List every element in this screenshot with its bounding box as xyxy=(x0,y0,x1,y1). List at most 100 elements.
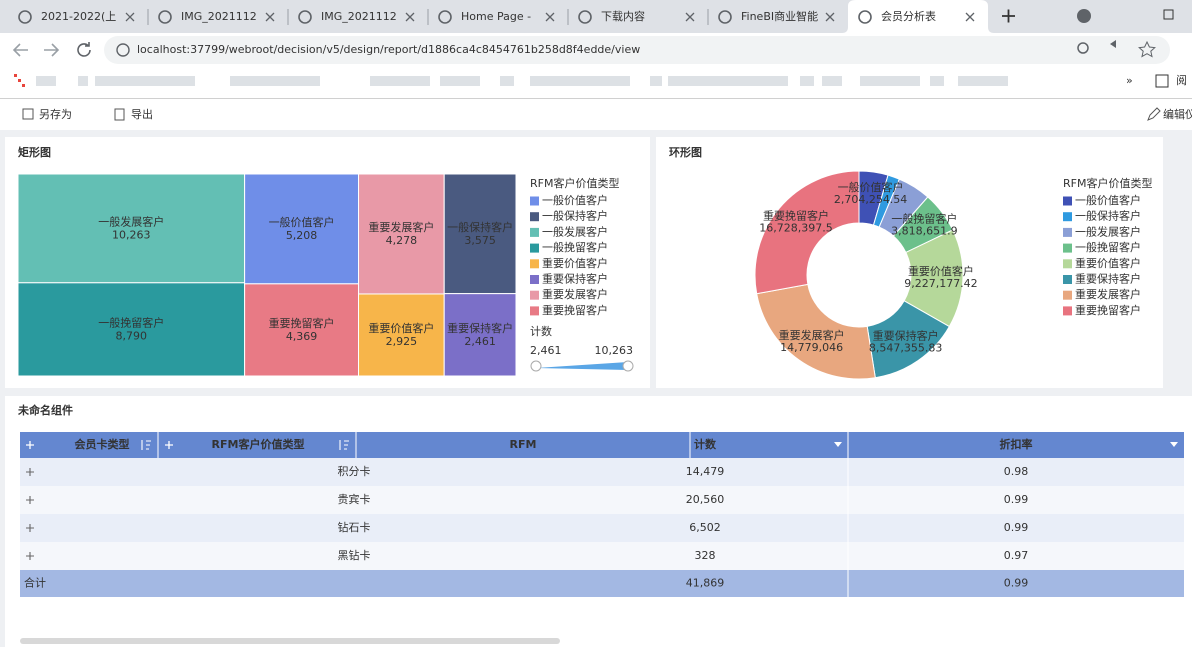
legend-swatch[interactable] xyxy=(1063,290,1072,300)
reading-list[interactable]: 阅 xyxy=(1176,74,1187,87)
blurred-bookmark[interactable] xyxy=(668,76,788,86)
treemap-cell[interactable] xyxy=(358,293,445,377)
legend-swatch[interactable] xyxy=(1063,212,1072,222)
legend-swatch[interactable] xyxy=(530,259,539,269)
legend-label[interactable]: 重要保持客户 xyxy=(542,272,608,286)
legend-swatch[interactable] xyxy=(1063,306,1072,316)
tab-title[interactable]: 会员分析表 xyxy=(881,9,936,23)
legend-label[interactable]: 一般挽留客户 xyxy=(1075,240,1141,254)
bookmark-star[interactable] xyxy=(1138,40,1156,58)
export-icon[interactable] xyxy=(114,108,125,121)
treemap-cell[interactable] xyxy=(17,173,246,284)
tab-close[interactable] xyxy=(685,12,695,22)
export[interactable]: 导出 xyxy=(131,107,153,121)
blurred-bookmark[interactable] xyxy=(800,76,814,86)
expand-icon[interactable] xyxy=(26,441,34,449)
site-info[interactable] xyxy=(116,43,130,57)
tab-close[interactable] xyxy=(265,12,275,22)
scale-handle[interactable] xyxy=(622,360,634,372)
reading-list-icon[interactable] xyxy=(1155,74,1169,88)
legend-label[interactable]: 一般保持客户 xyxy=(1075,209,1141,223)
forward[interactable] xyxy=(44,43,60,57)
tab-title[interactable]: 下载内容 xyxy=(601,9,645,23)
legend-swatch[interactable] xyxy=(1063,259,1072,269)
legend-label[interactable]: 一般价值客户 xyxy=(542,193,608,207)
blurred-bookmark[interactable] xyxy=(860,76,920,86)
back[interactable] xyxy=(12,43,28,57)
treemap-cell[interactable] xyxy=(17,282,246,377)
legend-label[interactable]: 一般发展客户 xyxy=(542,224,608,238)
legend-label[interactable]: 重要发展客户 xyxy=(542,287,608,301)
tab-search[interactable] xyxy=(1077,9,1091,23)
dropdown-icon[interactable] xyxy=(834,442,842,447)
save-icon[interactable] xyxy=(22,108,34,120)
legend-label[interactable]: 一般保持客户 xyxy=(542,209,608,223)
legend-swatch[interactable] xyxy=(530,212,539,222)
edit-icon[interactable] xyxy=(1147,107,1161,121)
row-expand[interactable] xyxy=(26,552,34,560)
row-expand[interactable] xyxy=(26,496,34,504)
blurred-bookmark[interactable] xyxy=(958,76,1008,86)
treemap-cell[interactable] xyxy=(244,283,360,377)
dropdown-icon[interactable] xyxy=(1170,442,1178,447)
legend-label[interactable]: 一般发展客户 xyxy=(1075,224,1141,238)
tab-close[interactable] xyxy=(405,12,415,22)
tab-title[interactable]: IMG_2021112 xyxy=(181,10,257,23)
header-cell[interactable]: 会员卡类型 xyxy=(75,437,130,451)
donut-segment[interactable] xyxy=(756,283,876,380)
blurred-bookmark[interactable] xyxy=(370,76,430,86)
legend-swatch[interactable] xyxy=(530,275,539,284)
legend-label[interactable]: 重要挽留客户 xyxy=(1075,303,1141,317)
legend-swatch[interactable] xyxy=(530,196,539,206)
blurred-bookmark[interactable] xyxy=(930,76,944,86)
legend-swatch[interactable] xyxy=(530,227,539,237)
apps-icon[interactable] xyxy=(22,84,25,87)
reload[interactable] xyxy=(77,42,91,57)
header-cell[interactable]: RFM客户价值类型 xyxy=(212,437,305,451)
sort-icon[interactable] xyxy=(141,440,151,450)
blurred-bookmark[interactable] xyxy=(78,76,88,86)
zoom[interactable] xyxy=(1077,42,1089,54)
blurred-bookmark[interactable] xyxy=(230,76,320,86)
share[interactable] xyxy=(1110,40,1116,48)
legend-label[interactable]: 一般挽留客户 xyxy=(542,240,608,254)
row-expand[interactable] xyxy=(26,524,34,532)
header-cell[interactable]: 折扣率 xyxy=(1000,437,1033,451)
donut-segment[interactable] xyxy=(754,170,860,295)
sort-icon[interactable] xyxy=(339,440,349,450)
blurred-bookmark[interactable] xyxy=(95,76,195,86)
header-cell[interactable]: RFM xyxy=(510,438,537,451)
expand-icon[interactable] xyxy=(165,441,173,449)
legend-label[interactable]: 重要保持客户 xyxy=(1075,272,1141,286)
scrollbar[interactable] xyxy=(20,638,560,644)
more-bookmarks[interactable]: » xyxy=(1126,74,1133,87)
treemap-cell[interactable] xyxy=(244,173,360,285)
save-as[interactable]: 另存为 xyxy=(39,107,72,121)
legend-swatch[interactable] xyxy=(1063,243,1072,253)
legend-label[interactable]: 重要价值客户 xyxy=(542,256,608,270)
tab-title[interactable]: Home Page - xyxy=(461,10,531,23)
tab-title[interactable]: 2021-2022(上 xyxy=(41,10,116,23)
tab-title[interactable]: IMG_2021112 xyxy=(321,10,397,23)
apps-icon[interactable] xyxy=(18,79,21,82)
tab-close[interactable] xyxy=(965,12,975,22)
blurred-bookmark[interactable] xyxy=(530,76,630,86)
edit[interactable]: 编辑仪 xyxy=(1163,107,1192,121)
window-restore[interactable] xyxy=(1163,9,1174,20)
blurred-bookmark[interactable] xyxy=(650,76,662,86)
tab-close[interactable] xyxy=(125,12,135,22)
legend-swatch[interactable] xyxy=(530,243,539,253)
tab-close[interactable] xyxy=(545,12,555,22)
legend-label[interactable]: 重要挽留客户 xyxy=(542,303,608,317)
apps-icon[interactable] xyxy=(14,74,17,77)
new-tab[interactable] xyxy=(1002,9,1015,23)
legend-swatch[interactable] xyxy=(530,290,539,300)
scale-handle[interactable] xyxy=(530,360,542,372)
tab-close[interactable] xyxy=(825,12,835,22)
legend-label[interactable]: 一般价值客户 xyxy=(1075,193,1141,207)
blurred-bookmark[interactable] xyxy=(440,76,480,86)
treemap-cell[interactable] xyxy=(358,173,445,295)
url[interactable]: localhost:37799/webroot/decision/v5/desi… xyxy=(137,43,640,56)
blurred-bookmark[interactable] xyxy=(36,76,56,86)
row-expand[interactable] xyxy=(26,468,34,476)
